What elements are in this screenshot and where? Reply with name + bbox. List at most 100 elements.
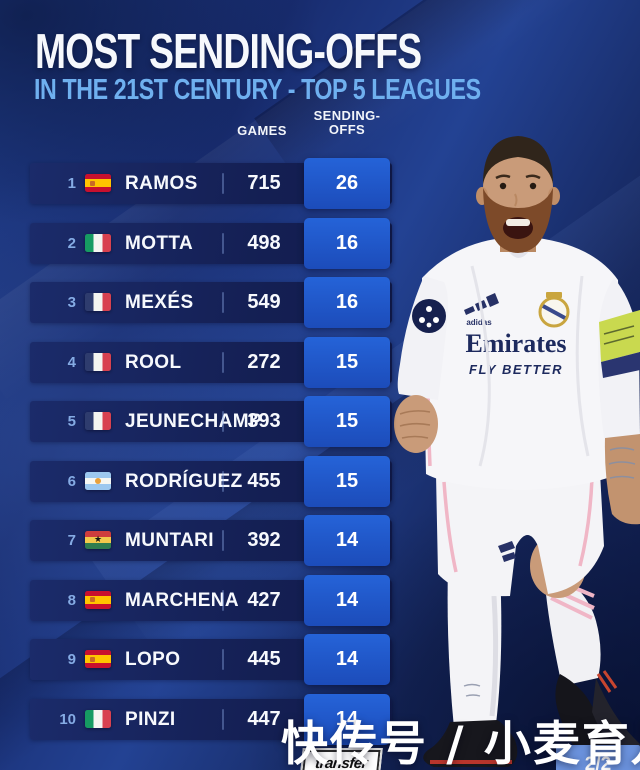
sock-text-mark bbox=[463, 683, 481, 697]
player-shorts bbox=[436, 472, 604, 597]
rank-number: 2 bbox=[67, 234, 76, 252]
captain-armband bbox=[599, 310, 640, 362]
table-row: 4 ROOL 272 15 bbox=[30, 336, 392, 388]
table-row: 1 RAMOS 715 26 bbox=[30, 158, 392, 209]
armband-text-lines bbox=[603, 325, 635, 345]
rank-number: 1 bbox=[67, 175, 76, 192]
table-row: 9 LOPO 445 14 bbox=[30, 634, 392, 685]
player-boot-back-shade bbox=[592, 678, 640, 766]
column-divider bbox=[222, 292, 224, 313]
page-subtitle: IN THE 21ST CENTURY - TOP 5 LEAGUES bbox=[34, 74, 481, 106]
sending-offs-value: 15 bbox=[304, 336, 390, 388]
argentina-flag-icon bbox=[85, 471, 111, 490]
games-value: 447 bbox=[247, 707, 281, 730]
games-value: 498 bbox=[247, 231, 281, 254]
sending-offs-value: 14 bbox=[304, 574, 390, 626]
player-name: MOTTA bbox=[125, 232, 194, 254]
games-value: 427 bbox=[247, 588, 281, 611]
column-divider bbox=[222, 232, 224, 254]
sending-offs-value: 16 bbox=[304, 217, 390, 269]
sending-offs-value: 16 bbox=[304, 277, 390, 328]
player-hair bbox=[483, 136, 553, 184]
column-header-sending-offs: SENDING- OFFS bbox=[305, 109, 389, 137]
table-row: 10 PINZI 447 14 bbox=[30, 693, 392, 745]
column-header-games: GAMES bbox=[237, 123, 287, 138]
player-nose bbox=[514, 193, 518, 207]
player-teeth bbox=[506, 219, 530, 226]
player-sock-front bbox=[447, 566, 502, 728]
column-header-sending-line2: OFFS bbox=[328, 122, 366, 137]
player-boot-front bbox=[423, 720, 518, 767]
column-divider bbox=[222, 530, 224, 551]
player-forearm-hand bbox=[604, 434, 640, 525]
games-value: 715 bbox=[247, 172, 281, 194]
spain-flag-icon bbox=[85, 650, 111, 668]
spain-flag-icon bbox=[85, 174, 111, 192]
games-value: 549 bbox=[247, 291, 281, 313]
sending-offs-value: 14 bbox=[304, 515, 390, 566]
sock-shadow bbox=[489, 595, 499, 717]
shirt-sponsor-text: Emirates bbox=[465, 329, 566, 358]
sending-offs-value: 15 bbox=[304, 455, 390, 507]
table-row: 8 MARCHENA 427 14 bbox=[30, 574, 392, 626]
column-divider bbox=[222, 708, 224, 730]
player-eye bbox=[529, 182, 537, 190]
starball-star bbox=[426, 306, 432, 312]
page-title: MOST SENDING-OFFS bbox=[35, 25, 422, 79]
games-value: 272 bbox=[247, 350, 281, 373]
games-value: 445 bbox=[247, 648, 281, 670]
player-name: RODRÍGUEZ bbox=[125, 470, 243, 492]
column-divider bbox=[222, 173, 224, 194]
adidas-wordmark: adidas bbox=[466, 318, 492, 327]
column-divider bbox=[222, 351, 224, 373]
sending-offs-value: 26 bbox=[304, 158, 390, 209]
games-value: 392 bbox=[247, 529, 281, 551]
column-divider bbox=[222, 649, 224, 670]
page-indicator-badge: 2/2 bbox=[556, 745, 640, 770]
shorts-adidas-mark bbox=[498, 541, 516, 562]
rank-number: 5 bbox=[67, 413, 76, 430]
player-name: MUNTARI bbox=[125, 530, 214, 551]
hand-tattoos bbox=[608, 447, 636, 479]
player-name: PINZI bbox=[125, 708, 176, 730]
italy-flag-icon bbox=[85, 709, 111, 728]
france-flag-icon bbox=[85, 412, 111, 430]
table-row: 6 RODRÍGUEZ 455 15 bbox=[30, 455, 392, 507]
rank-number: 10 bbox=[59, 710, 76, 728]
rank-number: 8 bbox=[67, 591, 76, 609]
player-name: LOPO bbox=[125, 649, 181, 670]
table-row: 2 MOTTA 498 16 bbox=[30, 217, 392, 269]
rank-number: 4 bbox=[67, 353, 76, 371]
table-row: 3 MEXÉS 549 16 bbox=[30, 277, 392, 328]
spain-flag-icon bbox=[85, 590, 111, 609]
player-name: JEUNECHAMP bbox=[125, 411, 263, 432]
player-photo-sergio-ramos: adidas Emirates FLY BETTER bbox=[394, 136, 640, 768]
games-value: 393 bbox=[247, 410, 281, 432]
shorts-stripes bbox=[442, 477, 594, 573]
ghana-flag-icon bbox=[85, 531, 111, 549]
rank-number: 6 bbox=[67, 472, 76, 490]
starball-star bbox=[426, 322, 432, 328]
fist-fingers bbox=[399, 410, 431, 439]
player-name: RAMOS bbox=[125, 173, 198, 194]
column-divider bbox=[222, 411, 224, 432]
watermark-text: 快传号 / 小麦育儿说 bbox=[281, 717, 640, 770]
column-divider bbox=[222, 589, 224, 611]
rank-number: 9 bbox=[67, 651, 76, 668]
player-name: ROOL bbox=[125, 351, 182, 373]
player-eye bbox=[499, 182, 507, 190]
sending-offs-value: 14 bbox=[304, 693, 390, 745]
france-flag-icon bbox=[85, 352, 111, 371]
table-row: 5 JEUNECHAMP 393 15 bbox=[30, 396, 392, 447]
crest-band bbox=[542, 304, 566, 320]
france-flag-icon bbox=[85, 293, 111, 311]
starball-star bbox=[433, 317, 439, 323]
rank-number: 7 bbox=[67, 532, 76, 549]
player-shirt bbox=[422, 238, 624, 490]
shirt-folds bbox=[470, 265, 590, 467]
ranking-rows: 1 RAMOS 715 26 2 MOTTA 498 16 3 MEXÉS 54… bbox=[30, 158, 392, 758]
crest-crown bbox=[546, 292, 562, 298]
sending-offs-value: 15 bbox=[304, 396, 390, 447]
ucl-starball-badge bbox=[412, 299, 446, 333]
